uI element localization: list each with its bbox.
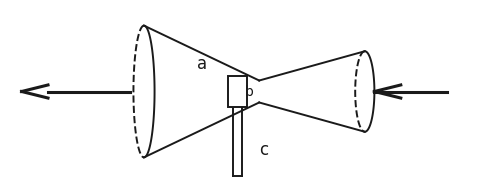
Text: b: b xyxy=(245,85,254,98)
Text: a: a xyxy=(196,55,207,73)
Text: c: c xyxy=(259,141,268,159)
Bar xyxy=(228,76,247,107)
